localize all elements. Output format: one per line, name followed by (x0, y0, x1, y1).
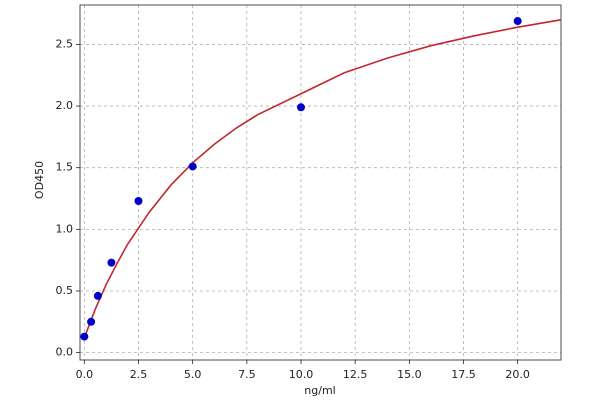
data-point (188, 162, 197, 171)
data-point (297, 103, 305, 112)
data-point (93, 291, 102, 300)
x-tick-label: 12.5 (343, 368, 368, 381)
x-tick-label: 7.5 (238, 368, 256, 381)
data-point (87, 317, 96, 326)
x-axis-label: ng/ml (304, 384, 335, 397)
y-tick-label: 1.0 (56, 222, 74, 235)
data-point (134, 196, 143, 205)
y-tick-label: 0.0 (56, 346, 74, 359)
y-axis-label: OD450 (33, 161, 46, 199)
x-tick-label: 2.5 (130, 368, 148, 381)
x-tick-label: 17.5 (451, 368, 476, 381)
plot-frame (79, 4, 562, 361)
data-point (513, 17, 522, 26)
y-tick-label: 2.5 (56, 37, 74, 50)
x-tick-label: 15.0 (397, 368, 422, 381)
x-tick-label: 10.0 (289, 368, 314, 381)
x-tick-label: 0.0 (76, 368, 94, 381)
x-tick-label: 20.0 (505, 368, 530, 381)
y-tick-label: 0.5 (56, 284, 74, 297)
data-point (107, 258, 116, 267)
data-point (80, 332, 89, 341)
y-tick-label: 1.5 (56, 161, 74, 174)
x-tick-label: 5.0 (184, 368, 202, 381)
y-tick-label: 2.0 (56, 99, 74, 112)
fit-curve (83, 19, 562, 339)
